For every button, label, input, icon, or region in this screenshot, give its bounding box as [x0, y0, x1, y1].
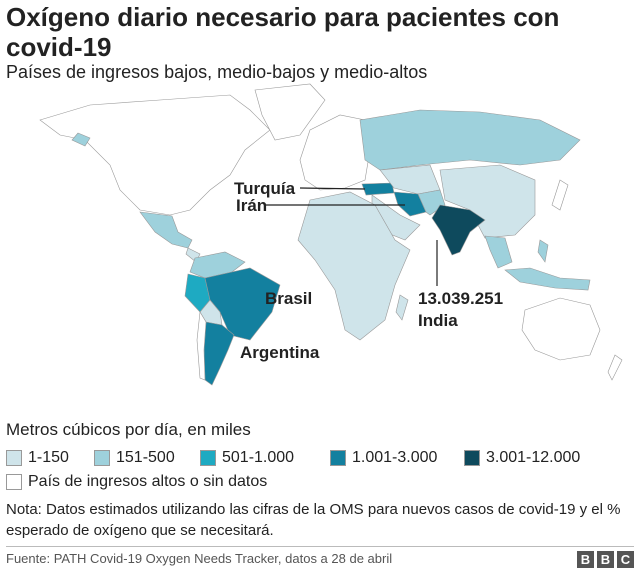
legend-title: Metros cúbicos por día, en miles — [6, 420, 251, 439]
label-brazil: Brasil — [265, 289, 312, 308]
map: Turquía Irán Brasil Argentina 13.039.251… — [39, 83, 623, 386]
logo-letter: B — [597, 551, 614, 568]
chile — [196, 311, 207, 381]
legend-swatch — [6, 450, 22, 466]
legend-label: 151-500 — [116, 449, 175, 466]
label-india-value: 13.039.251 — [418, 289, 503, 308]
legend-item: 1.001-3.000 — [330, 449, 437, 467]
madagascar — [395, 294, 409, 321]
japan — [551, 179, 569, 211]
legend-swatch — [94, 450, 110, 466]
bbc-logo: B B C — [577, 551, 634, 568]
title: Oxígeno diario necesario para pacientes … — [6, 2, 560, 62]
separator — [6, 546, 634, 547]
turkey-leader — [299, 187, 366, 190]
label-iran: Irán — [236, 196, 267, 215]
argentina — [203, 321, 235, 386]
alaska — [71, 132, 91, 147]
legend-swatch — [6, 474, 22, 490]
legend-label: 1.001-3.000 — [352, 449, 438, 466]
europe — [299, 114, 371, 191]
subtitle: Países de ingresos bajos, medio-bajos y … — [6, 62, 428, 82]
label-turkey: Turquía — [234, 179, 296, 198]
legend-item: 501-1.000 — [200, 449, 294, 467]
logo-letter: C — [617, 551, 634, 568]
philippines — [537, 239, 549, 263]
australia — [521, 297, 601, 361]
legend-swatch — [330, 450, 346, 466]
source: Fuente: PATH Covid-19 Oxygen Needs Track… — [6, 551, 393, 566]
legend-swatch — [464, 450, 480, 466]
note: Nota: Datos estimados utilizando las cif… — [6, 501, 621, 539]
greenland — [254, 83, 326, 141]
legend-item: 3.001-12.000 — [464, 449, 580, 467]
indonesia — [504, 267, 591, 291]
china — [439, 164, 536, 239]
russia — [359, 109, 581, 171]
southeast-asia — [484, 235, 513, 269]
label-argentina: Argentina — [240, 343, 320, 362]
north-america — [39, 94, 271, 216]
turkey — [361, 182, 395, 196]
iran — [393, 191, 427, 217]
mexico — [139, 211, 193, 249]
legend-label: 3.001-12.000 — [486, 449, 581, 466]
legend-label: País de ingresos altos o sin datos — [28, 473, 268, 490]
label-india: India — [418, 311, 458, 330]
legend-item: 151-500 — [94, 449, 175, 467]
legend-item: País de ingresos altos o sin datos — [6, 473, 267, 491]
new-zealand — [607, 354, 623, 381]
legend-label: 501-1.000 — [222, 449, 295, 466]
legend-item: 1-150 — [6, 449, 69, 467]
legend-label: 1-150 — [28, 449, 69, 466]
india — [431, 204, 486, 256]
logo-letter: B — [577, 551, 594, 568]
legend-swatch — [200, 450, 216, 466]
